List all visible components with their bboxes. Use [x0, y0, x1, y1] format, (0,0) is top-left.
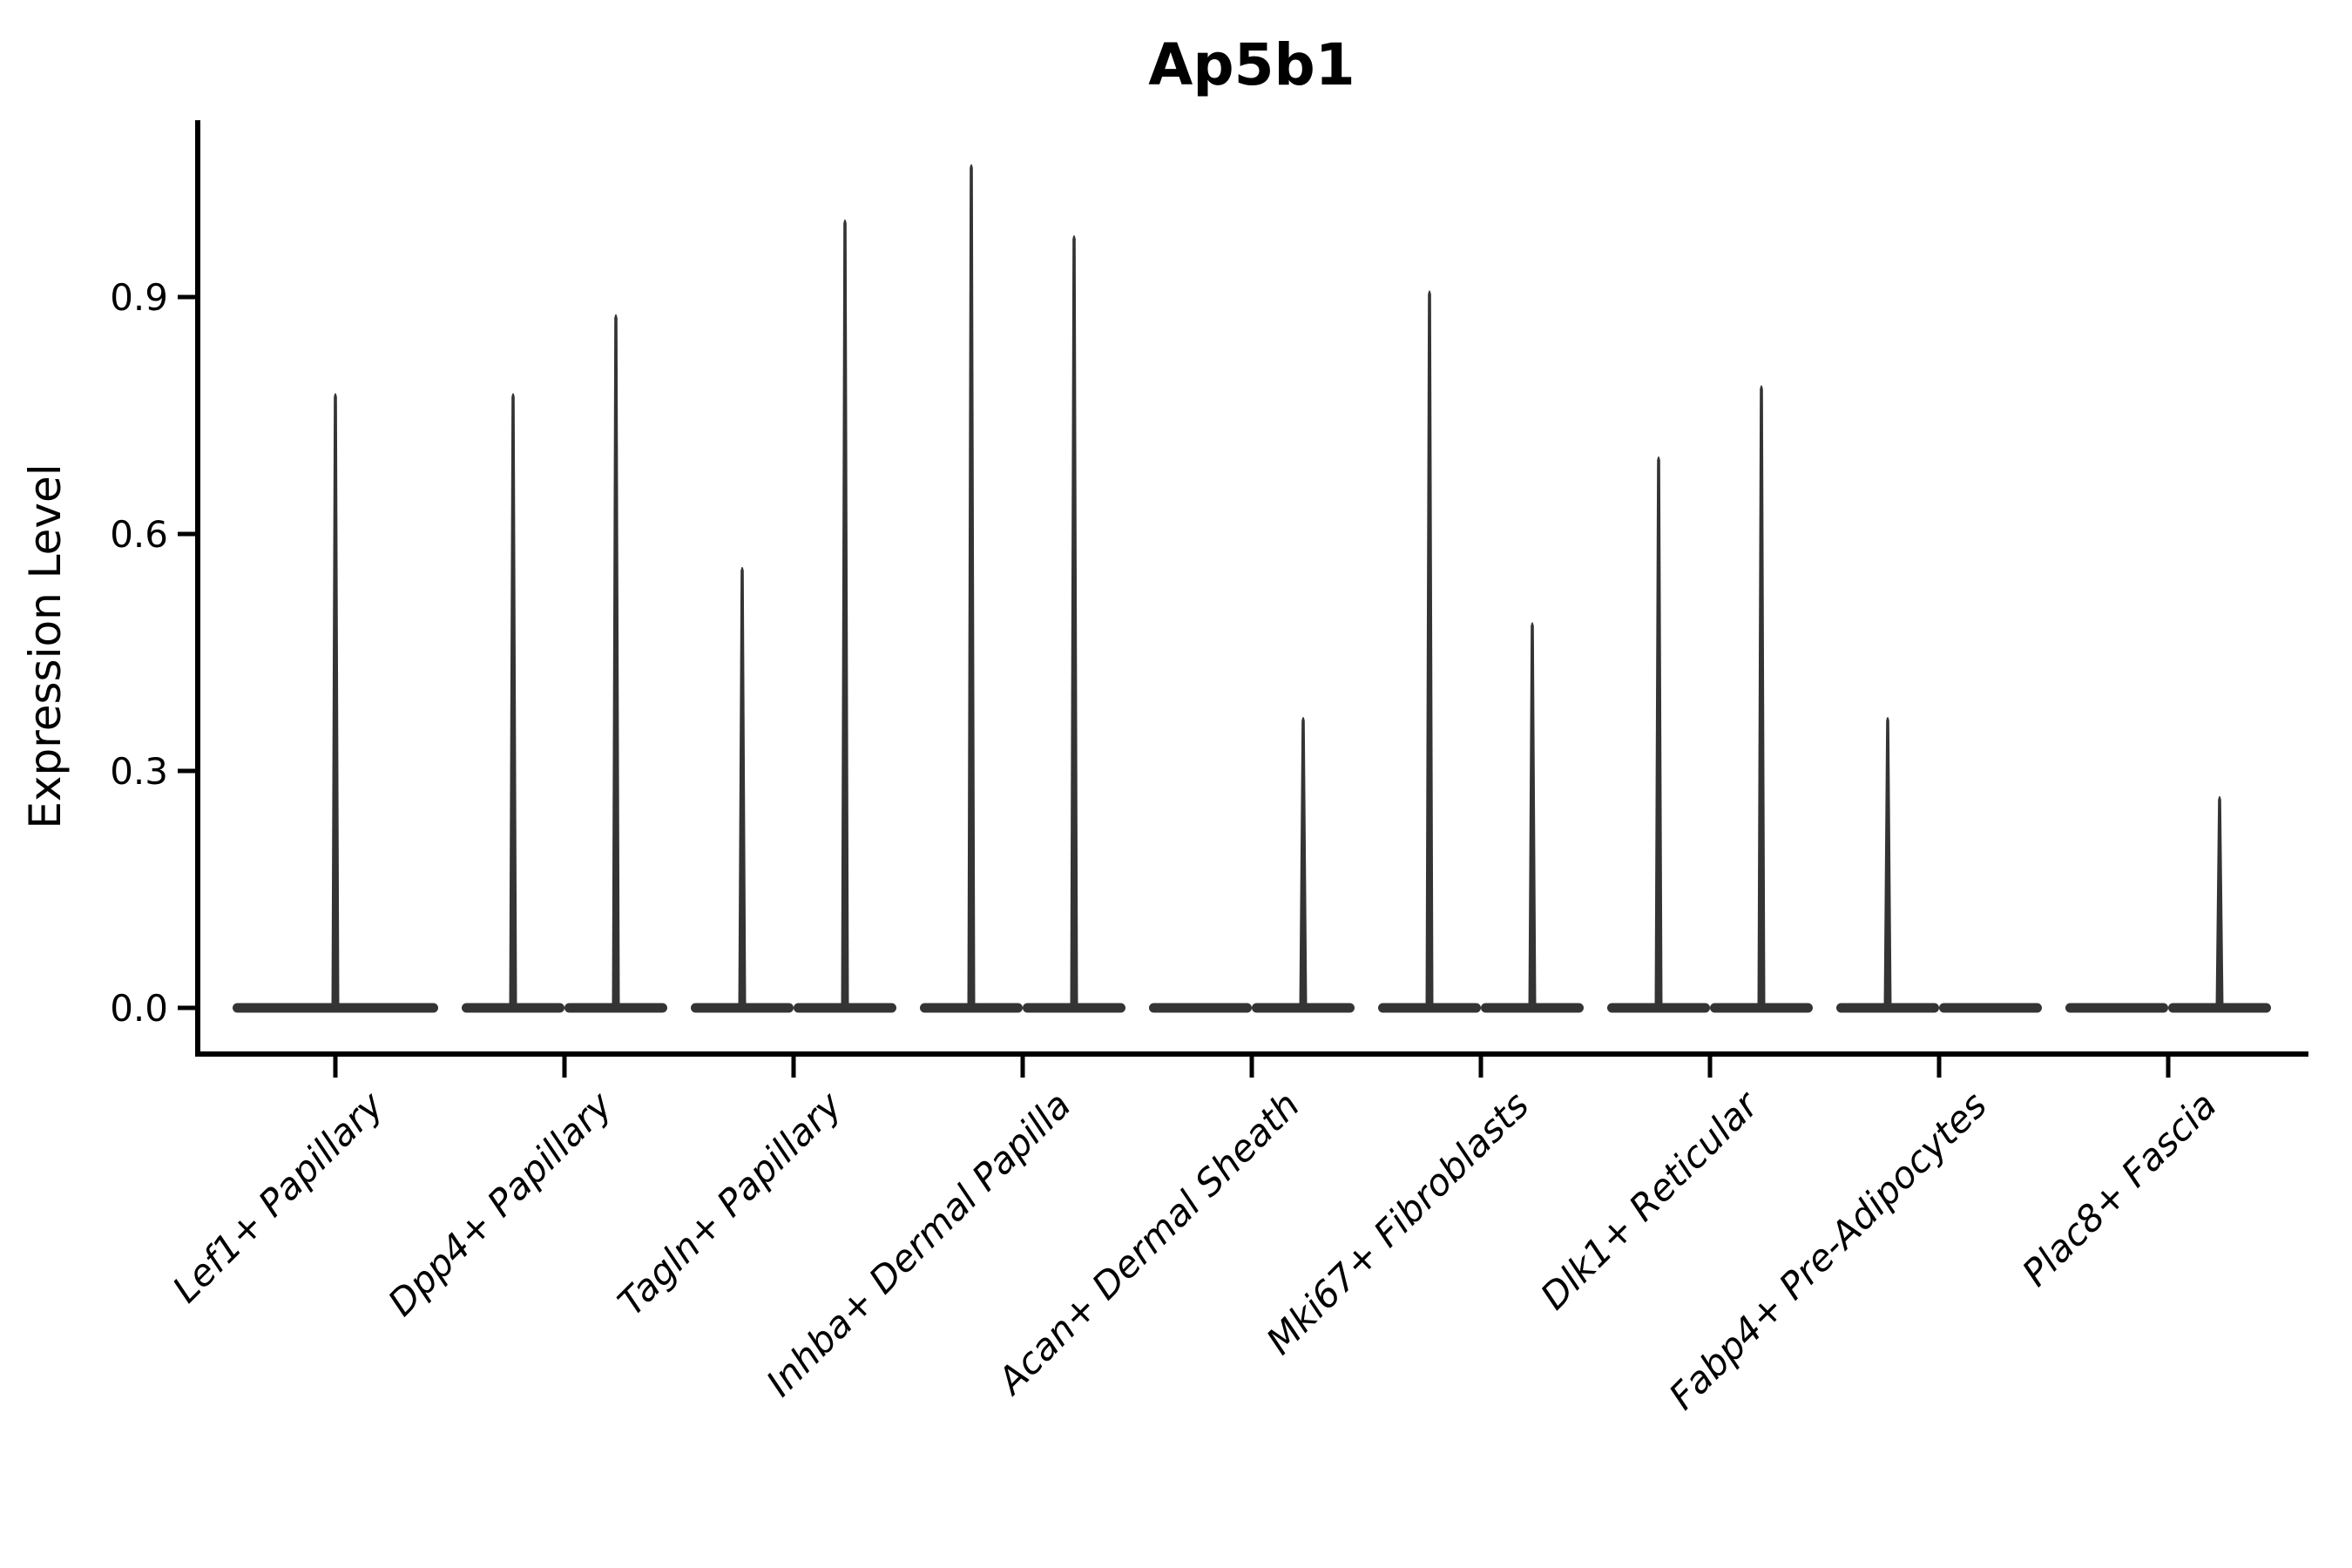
violin-body — [1481, 1003, 1584, 1013]
violin-spike — [509, 393, 517, 1009]
violin-spike — [967, 164, 976, 1008]
violin-spike — [1425, 290, 1434, 1008]
violin-spike — [1654, 456, 1663, 1008]
violin-spike — [1528, 622, 1537, 1008]
violin-body — [1023, 1003, 1125, 1013]
violin-body — [233, 1003, 438, 1013]
violin-spike — [1070, 234, 1078, 1009]
violin-spike — [2215, 795, 2224, 1008]
violin-spike — [612, 314, 620, 1009]
violin-body — [1710, 1003, 1813, 1013]
violin-body — [2065, 1003, 2168, 1013]
violin-body — [1607, 1003, 1710, 1013]
violin-body — [564, 1003, 667, 1013]
violin-spike — [1757, 385, 1766, 1008]
violin-spike — [738, 566, 747, 1008]
violin-body — [1252, 1003, 1355, 1013]
y-tick-label: 0.6 — [110, 513, 168, 556]
y-tick-label: 0.9 — [110, 276, 168, 319]
violin-spike — [841, 219, 849, 1009]
violin-body — [1149, 1003, 1252, 1013]
violin-body — [2168, 1003, 2271, 1013]
violin-spike — [1883, 717, 1892, 1008]
violin-spike — [331, 393, 340, 1009]
violin-body — [1378, 1003, 1481, 1013]
violin-spike — [1299, 717, 1308, 1008]
violin-body — [462, 1003, 564, 1013]
violin-body — [1939, 1003, 2042, 1013]
violin-body — [1836, 1003, 1939, 1013]
violin-body — [794, 1003, 896, 1013]
violin-body — [691, 1003, 794, 1013]
y-tick-label: 0.3 — [110, 750, 168, 793]
chart-title: Ap5b1 — [1148, 31, 1355, 98]
y-tick-label: 0.0 — [110, 987, 168, 1030]
violin-body — [920, 1003, 1023, 1013]
